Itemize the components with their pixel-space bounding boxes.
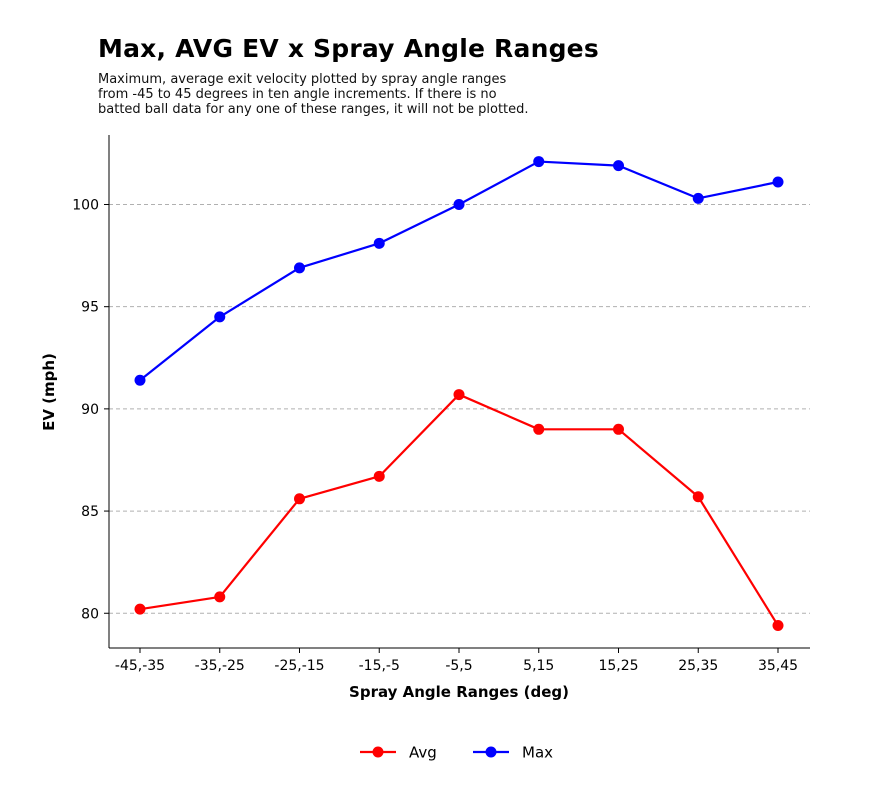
x-tick-label: -35,-25: [195, 658, 245, 674]
data-point-max: [134, 374, 146, 386]
data-point-max: [533, 156, 545, 168]
legend-marker-max: [485, 746, 497, 758]
y-tick-label: 80: [81, 606, 99, 622]
data-point-max: [373, 237, 385, 249]
data-point-avg: [533, 423, 545, 435]
x-tick-label: -5,5: [445, 658, 472, 674]
series-line-avg: [139, 393, 779, 627]
data-point-avg: [214, 591, 226, 603]
data-point-avg: [772, 620, 784, 632]
data-point-avg: [692, 491, 704, 503]
x-axis-label: Spray Angle Ranges (deg): [349, 683, 569, 701]
chart-title: Max, AVG EV x Spray Angle Ranges: [98, 34, 599, 63]
x-tick-label: 15,25: [598, 658, 638, 674]
data-point-max: [294, 262, 305, 274]
y-tick-label: 85: [81, 504, 99, 520]
data-point-max: [214, 311, 226, 323]
y-tick-label: 95: [81, 300, 99, 316]
data-point-avg: [294, 493, 305, 505]
x-tick-label: 25,35: [678, 658, 718, 674]
data-point-avg: [373, 470, 385, 482]
data-point-max: [613, 160, 624, 172]
x-tick-label: 5,15: [523, 658, 554, 674]
x-tick-label: -25,-15: [274, 658, 324, 674]
legend-label-max: Max: [522, 744, 553, 762]
x-tick-label: -15,-5: [359, 658, 400, 674]
y-tick-label: 100: [72, 197, 99, 213]
y-axis-label: EV (mph): [40, 353, 58, 431]
subtitle-line-2: from -45 to 45 degrees in ten angle incr…: [98, 87, 497, 102]
data-point-avg: [453, 389, 465, 401]
data-point-avg: [613, 423, 624, 435]
legend: Avg Max: [360, 744, 553, 762]
subtitle-line-3: batted ball data for any one of these ra…: [98, 102, 529, 117]
data-point-max: [692, 192, 704, 204]
y-tick-label: 90: [81, 402, 99, 418]
data-point-avg: [134, 603, 146, 615]
y-ticks: 80 85 90 95 100: [72, 197, 109, 622]
series-line-max: [139, 160, 779, 382]
x-tick-label: -45,-35: [115, 658, 165, 674]
x-tick-label: 35,45: [758, 658, 798, 674]
data-point-max: [453, 198, 465, 210]
subtitle-line-1: Maximum, average exit velocity plotted b…: [98, 72, 507, 87]
chart-subtitle: Maximum, average exit velocity plotted b…: [98, 72, 618, 117]
data-point-max: [772, 176, 784, 188]
grid-lines: [109, 203, 810, 614]
legend-label-avg: Avg: [409, 744, 437, 762]
series-group: [134, 156, 784, 632]
legend-marker-avg: [372, 746, 384, 758]
x-ticks: -45,-35 -35,-25 -25,-15 -15,-5 -5,5 5,15 15,25…: [115, 648, 798, 674]
